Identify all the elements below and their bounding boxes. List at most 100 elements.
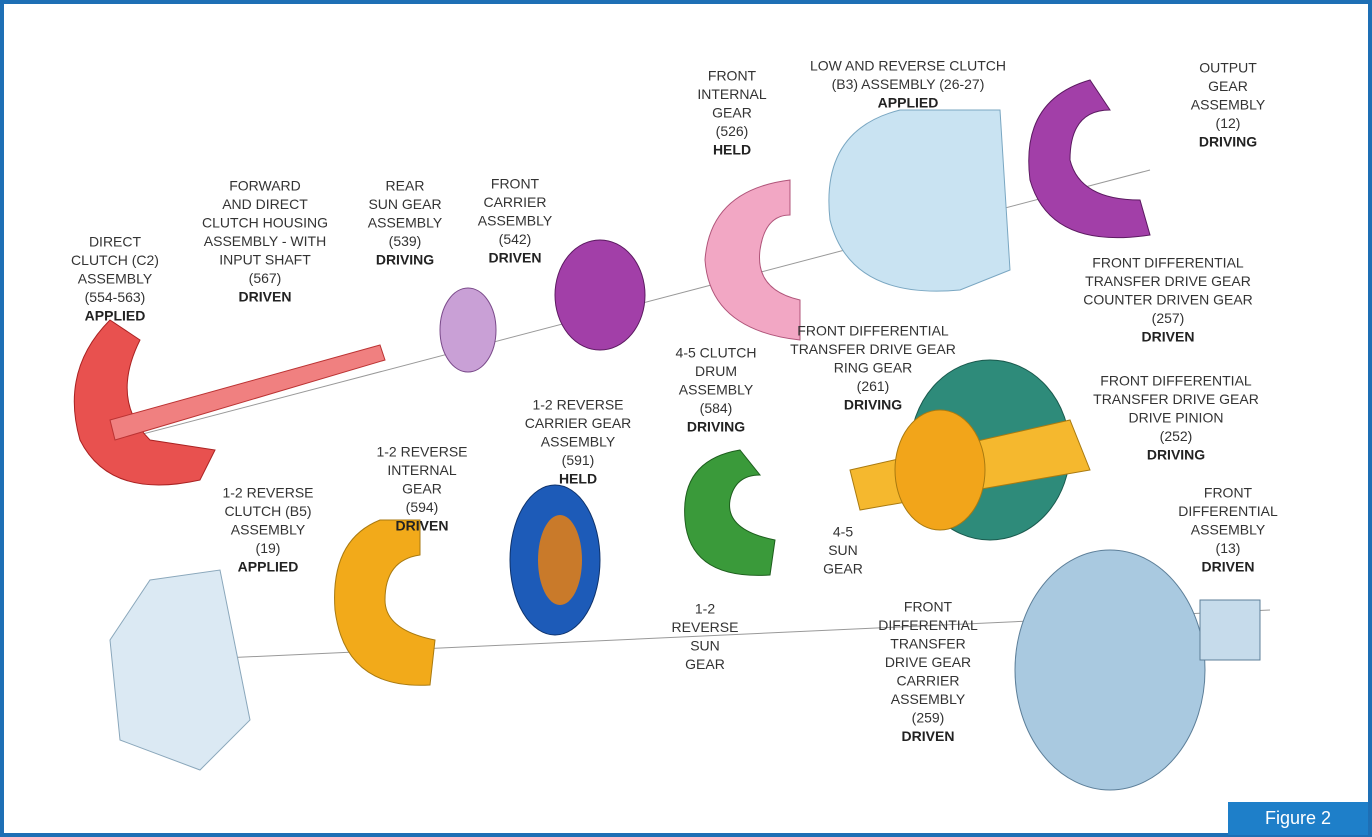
label-line: (13) bbox=[1216, 540, 1241, 556]
label-line: CLUTCH HOUSING bbox=[202, 215, 328, 231]
label-line: CARRIER bbox=[896, 673, 959, 689]
label-line: TRANSFER bbox=[890, 636, 965, 652]
label-status: DRIVING bbox=[844, 397, 902, 413]
rear-sun-gear bbox=[440, 288, 496, 372]
label-line: (261) bbox=[857, 378, 890, 394]
label-line: 4-5 bbox=[833, 524, 853, 540]
label-line: ASSEMBLY bbox=[541, 434, 616, 450]
label-line: FRONT bbox=[1204, 485, 1253, 501]
label-line: CLUTCH (C2) bbox=[71, 252, 159, 268]
label-line: REVERSE bbox=[672, 619, 739, 635]
label-line: (554-563) bbox=[85, 289, 146, 305]
label-line: SUN GEAR bbox=[368, 196, 441, 212]
label-line: CLUTCH (B5) bbox=[224, 503, 311, 519]
label-line: (259) bbox=[912, 710, 945, 726]
label-line: 1-2 bbox=[695, 601, 715, 617]
label-status: HELD bbox=[713, 142, 751, 158]
label-line: CARRIER bbox=[483, 194, 546, 210]
label-line: (591) bbox=[562, 452, 595, 468]
label-line: 1-2 REVERSE bbox=[222, 485, 313, 501]
label-line: DIFFERENTIAL bbox=[878, 617, 978, 633]
label-status: DRIVEN bbox=[239, 289, 292, 305]
label-line: (542) bbox=[499, 231, 532, 247]
label-status: APPLIED bbox=[238, 559, 299, 575]
label-line: (B3) ASSEMBLY (26-27) bbox=[832, 76, 985, 92]
label-line: FRONT DIFFERENTIAL bbox=[1092, 255, 1244, 271]
label-line: 1-2 REVERSE bbox=[376, 444, 467, 460]
label-line: INPUT SHAFT bbox=[219, 252, 311, 268]
label-line: FRONT DIFFERENTIAL bbox=[1100, 373, 1252, 389]
label-line: LOW AND REVERSE CLUTCH bbox=[810, 58, 1006, 74]
label-status: DRIVING bbox=[1147, 447, 1205, 463]
label-line: DRIVE PINION bbox=[1129, 410, 1224, 426]
label-line: FRONT bbox=[491, 176, 540, 192]
label-line: ASSEMBLY bbox=[478, 213, 553, 229]
label-line: GEAR bbox=[685, 656, 725, 672]
label-line: GEAR bbox=[823, 561, 863, 577]
label-line: GEAR bbox=[712, 105, 752, 121]
front-differential bbox=[1015, 550, 1205, 790]
label-line: DIRECT bbox=[89, 234, 142, 250]
label-line: (594) bbox=[406, 499, 439, 515]
label-line: ASSEMBLY bbox=[679, 382, 754, 398]
label-line: (584) bbox=[700, 400, 733, 416]
label-line: GEAR bbox=[1208, 78, 1248, 94]
label-line: (526) bbox=[716, 123, 749, 139]
label-line: (19) bbox=[256, 540, 281, 556]
label-status: DRIVEN bbox=[396, 518, 449, 534]
label-status: DRIVEN bbox=[489, 250, 542, 266]
label-line: SUN bbox=[690, 638, 720, 654]
label-line: ASSEMBLY - WITH bbox=[204, 233, 326, 249]
label-line: FRONT DIFFERENTIAL bbox=[797, 323, 949, 339]
label-line: SUN bbox=[828, 542, 858, 558]
label-status: DRIVEN bbox=[902, 728, 955, 744]
label-line: RING GEAR bbox=[834, 360, 913, 376]
sun-gear-ring bbox=[538, 515, 582, 605]
label-line: COUNTER DRIVEN GEAR bbox=[1083, 292, 1253, 308]
label-line: INTERNAL bbox=[697, 86, 766, 102]
label-line: (567) bbox=[249, 270, 282, 286]
label-line: OUTPUT bbox=[1199, 60, 1257, 76]
label-line: DIFFERENTIAL bbox=[1178, 503, 1278, 519]
label-line: REAR bbox=[386, 178, 425, 194]
label-line: (252) bbox=[1160, 428, 1193, 444]
label-line: DRIVE GEAR bbox=[885, 654, 971, 670]
label-line: ASSEMBLY bbox=[1191, 97, 1266, 113]
label-line: TRANSFER DRIVE GEAR bbox=[1085, 273, 1251, 289]
label-status: APPLIED bbox=[85, 308, 146, 324]
label-status: DRIVING bbox=[687, 419, 745, 435]
label-status: HELD bbox=[559, 471, 597, 487]
label-line: (257) bbox=[1152, 310, 1185, 326]
label-line: ASSEMBLY bbox=[891, 691, 966, 707]
figure-label: Figure 2 bbox=[1265, 808, 1331, 828]
label-line: ASSEMBLY bbox=[1191, 522, 1266, 538]
front-carrier bbox=[555, 240, 645, 350]
label-line: FORWARD bbox=[229, 178, 301, 194]
label-status: DRIVEN bbox=[1202, 559, 1255, 575]
label-line: AND DIRECT bbox=[222, 196, 308, 212]
low-reverse-clutch bbox=[829, 110, 1010, 291]
label-line: CARRIER GEAR bbox=[525, 415, 632, 431]
label-line: (539) bbox=[389, 233, 422, 249]
label-line: ASSEMBLY bbox=[78, 271, 153, 287]
differential-shaft bbox=[1200, 600, 1260, 660]
label-line: 1-2 REVERSE bbox=[532, 397, 623, 413]
label-line: FRONT bbox=[904, 599, 953, 615]
diagram: DIRECT CLUTCH (C2) ASSEMBLY (554-563) APPLIE… bbox=[0, 0, 1372, 837]
ring-gear bbox=[895, 410, 985, 530]
label-status: DRIVEN bbox=[1142, 329, 1195, 345]
label-line: ASSEMBLY bbox=[368, 215, 443, 231]
label-line: TRANSFER DRIVE GEAR bbox=[790, 341, 956, 357]
page: DIRECT CLUTCH (C2) ASSEMBLY (554-563) APPLIE… bbox=[0, 0, 1372, 837]
label-line: (12) bbox=[1216, 115, 1241, 131]
label-line: GEAR bbox=[402, 481, 442, 497]
label-status: DRIVING bbox=[1199, 134, 1257, 150]
label-line: FRONT bbox=[708, 68, 757, 84]
label-status: DRIVING bbox=[376, 252, 434, 268]
label-line: ASSEMBLY bbox=[231, 522, 306, 538]
label-line: DRUM bbox=[695, 363, 737, 379]
label-line: INTERNAL bbox=[387, 462, 456, 478]
label-line: TRANSFER DRIVE GEAR bbox=[1093, 391, 1259, 407]
label-status: APPLIED bbox=[878, 95, 939, 111]
label-line: 4-5 CLUTCH bbox=[676, 345, 757, 361]
